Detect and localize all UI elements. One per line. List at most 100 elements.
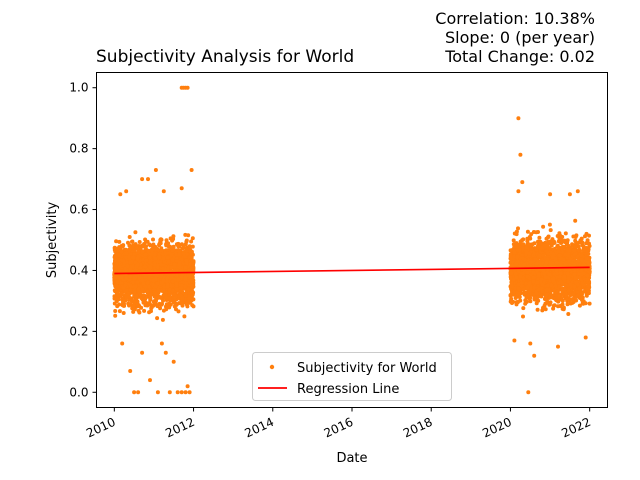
data-point [188,300,193,304]
data-point [127,243,132,248]
data-point [156,288,161,293]
data-point [573,238,578,243]
data-point [183,265,188,270]
data-point [179,299,184,304]
data-point [190,290,195,295]
data-point [508,248,513,253]
data-point [539,294,544,299]
data-point [154,247,158,252]
data-point [160,317,165,322]
data-point [131,303,136,308]
data-point [173,297,178,302]
data-point [130,239,134,244]
data-point [586,260,590,265]
data-point [137,310,142,315]
data-point [155,316,160,321]
data-point [141,268,146,273]
data-point [145,281,150,285]
data-point [524,250,529,255]
data-point [534,301,539,306]
data-point [143,264,148,269]
data-point [123,248,128,252]
data-point [132,277,137,281]
data-point [533,257,538,261]
data-point [140,243,144,248]
data-point [119,292,124,297]
data-point [145,267,150,272]
data-point [170,245,175,250]
data-point [167,287,172,292]
data-point [140,249,145,254]
data-point [556,249,561,254]
data-point [153,277,158,282]
data-point [187,244,192,249]
data-point [153,256,158,261]
data-point [518,298,523,303]
data-point [581,299,586,304]
data-point [509,298,514,303]
data-point [170,248,175,253]
data-point [166,301,171,306]
data-point [190,303,195,308]
data-point [162,284,167,289]
data-point [112,275,117,280]
data-point [128,266,133,271]
data-point [565,297,570,302]
data-point [143,300,148,305]
data-point [149,306,154,311]
data-point [147,255,152,260]
data-point [184,258,189,263]
data-point [135,247,140,251]
data-point [538,241,543,246]
data-point [158,306,163,311]
data-point [559,241,564,245]
data-point [580,281,585,286]
data-point [169,283,173,288]
data-point [140,297,145,302]
data-point [513,296,518,300]
data-point [182,252,186,257]
data-point [115,290,120,295]
data-point [128,302,133,307]
data-point [115,279,120,284]
data-point [164,238,169,243]
data-point [544,297,549,302]
data-point [532,295,537,300]
data-point [190,286,194,291]
data-point [565,302,570,307]
data-point [541,224,546,229]
data-point [182,314,187,319]
data-point [116,297,121,302]
data-point [146,284,151,289]
data-point [579,236,584,241]
data-point [128,283,133,288]
data-point [132,300,137,305]
data-point [190,251,194,256]
data-point [516,226,520,231]
data-point [153,284,158,289]
data-point [550,293,555,298]
data-point [137,240,142,244]
data-point [537,235,542,240]
data-point [127,235,132,239]
data-point [561,305,566,310]
data-point [521,314,525,319]
data-point [187,296,192,301]
data-point [580,240,585,245]
data-point [189,273,194,277]
data-point [165,255,170,260]
data-point [521,306,526,311]
data-point [525,229,530,234]
data-point [155,273,159,278]
data-point [140,278,145,283]
data-point [148,296,153,301]
data-point [153,291,158,296]
data-point [181,243,186,248]
data-point [161,278,166,283]
stat-slope: Slope: 0 (per year) [445,28,595,47]
stat-total-change: Total Change: 0.02 [444,47,595,66]
data-point [180,296,185,301]
data-point [117,239,122,244]
data-point [153,269,158,273]
